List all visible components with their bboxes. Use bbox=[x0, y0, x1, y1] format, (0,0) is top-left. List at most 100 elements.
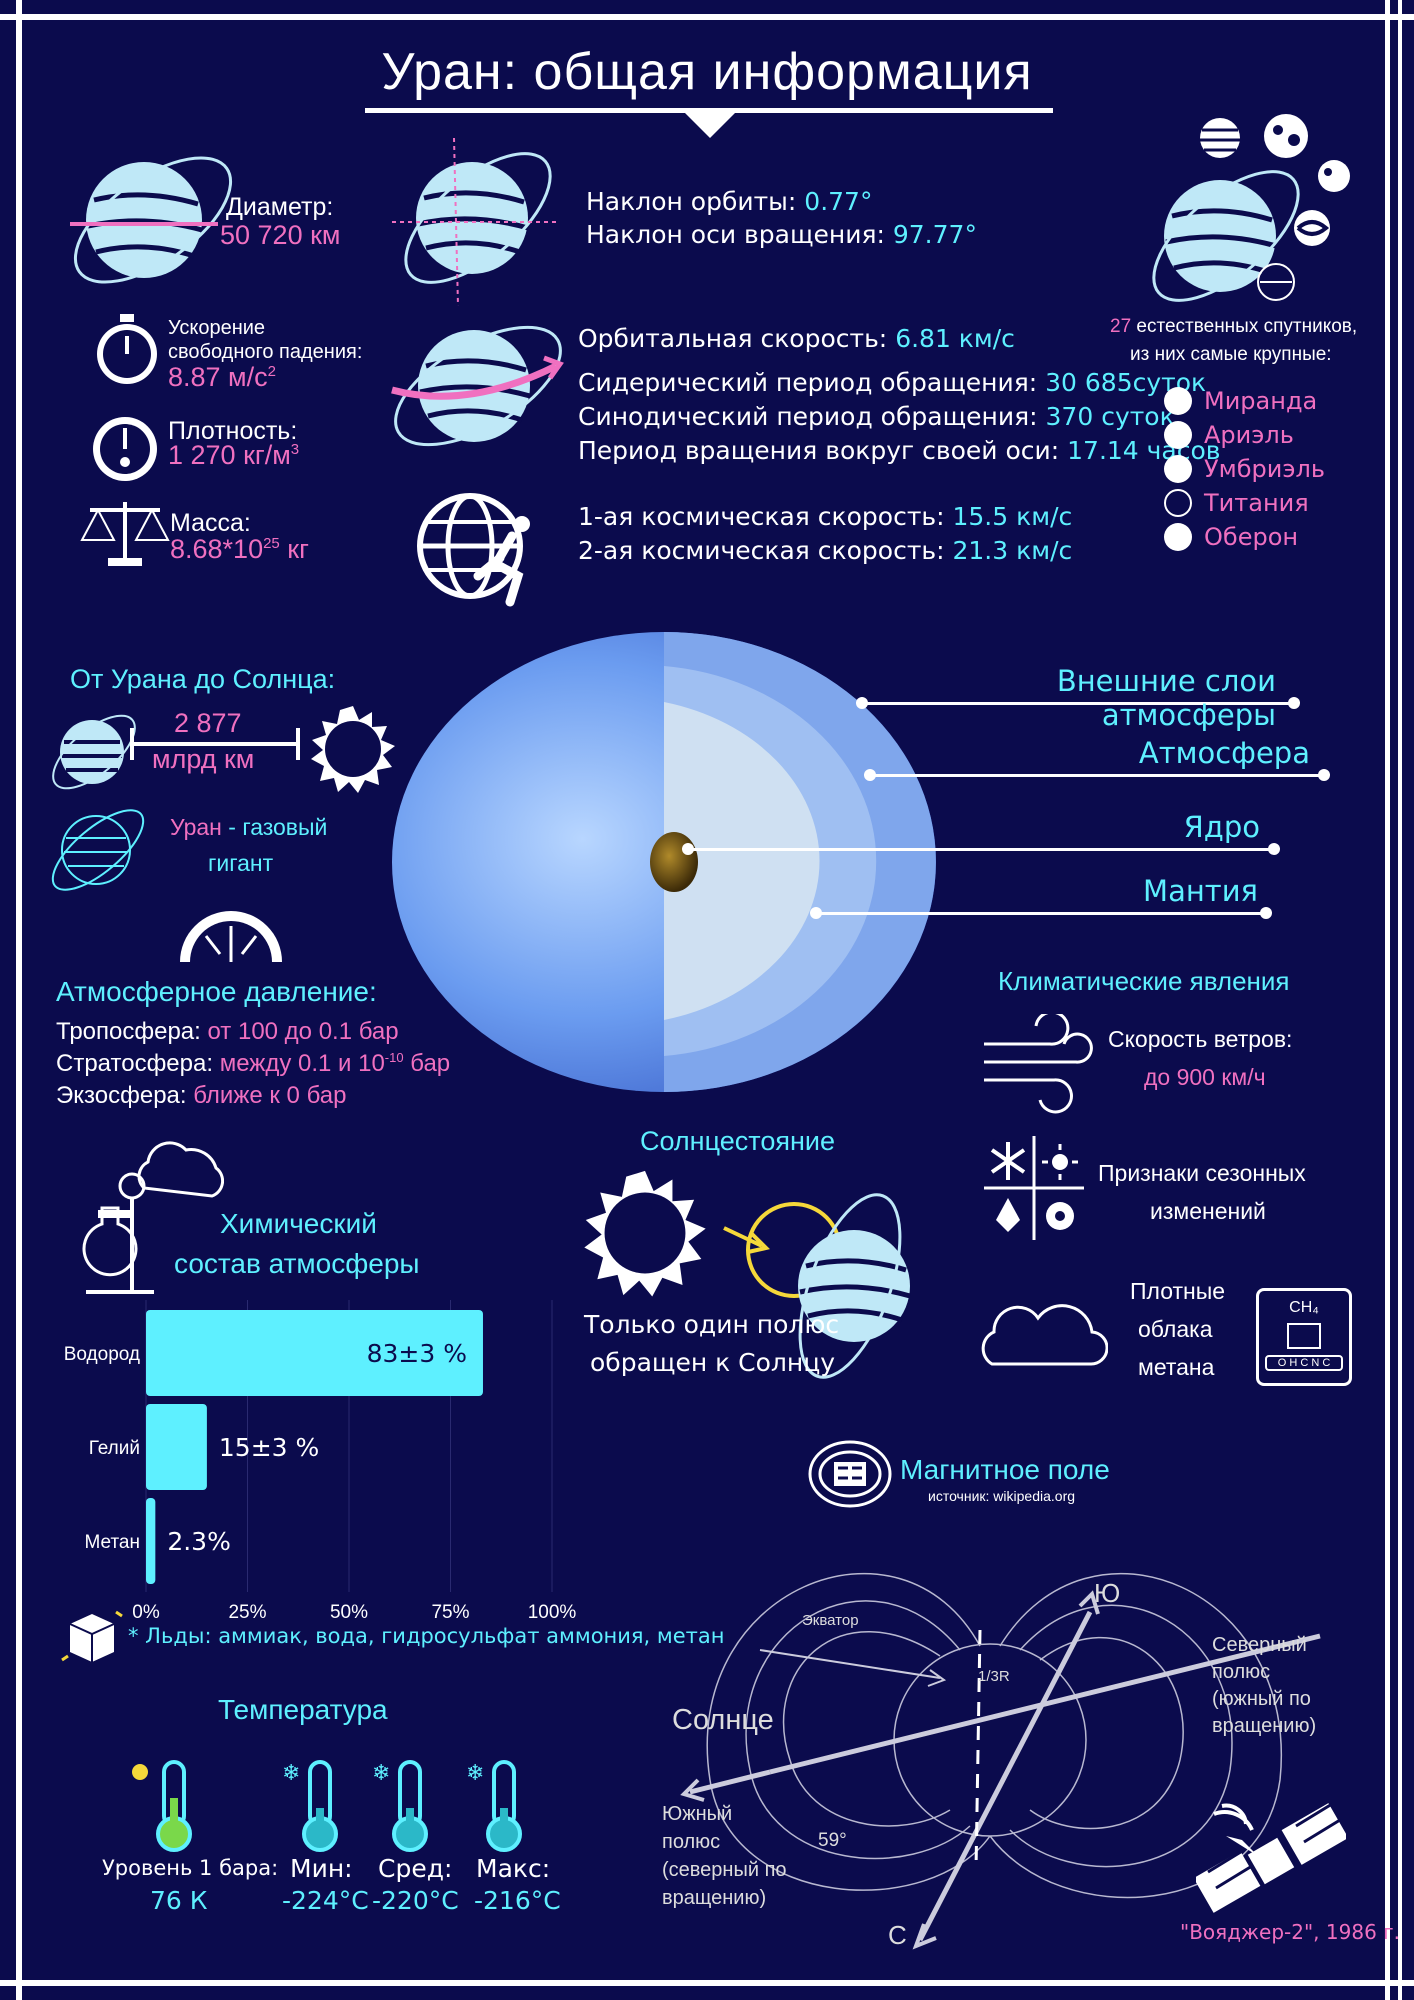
ratio-label: 1/3R bbox=[978, 1668, 1010, 1685]
solstice-planet-icon bbox=[722, 1190, 922, 1380]
magnetic-title: Магнитное поле bbox=[900, 1454, 1110, 1485]
axis-inclination-label: Наклон оси вращения: bbox=[586, 220, 893, 249]
chart-x-tick-label: 25% bbox=[228, 1602, 266, 1623]
gas-giant-name: Уран bbox=[170, 814, 222, 840]
density-exp: 3 bbox=[290, 441, 300, 458]
gas-giant-line-1: Уран - газовый bbox=[170, 814, 327, 841]
layer-label-core: Ядро bbox=[1183, 810, 1260, 844]
satellite-icon bbox=[1196, 1800, 1346, 1916]
south-pole-line-4: вращению) bbox=[662, 1887, 767, 1909]
wind-label: Скорость ветров: bbox=[1108, 1026, 1293, 1052]
stratosphere-value: между 0.1 и 10 bbox=[219, 1050, 385, 1077]
sidereal-period: Сидерический период обращения: 30 685сут… bbox=[578, 366, 1206, 400]
layer-line-outer bbox=[862, 702, 1294, 705]
clouds-text-3: метана bbox=[1138, 1354, 1215, 1380]
methane-molecule-icon bbox=[1287, 1323, 1321, 1349]
layer-label-outer: Внешние слои атмосферы bbox=[1056, 664, 1276, 732]
sun-icon-large bbox=[580, 1168, 710, 1298]
troposphere-value: от 100 до 0.1 бар bbox=[207, 1018, 399, 1045]
layer-dot-outer-a bbox=[856, 697, 868, 709]
distance-unit: млрд км bbox=[152, 744, 255, 774]
planet-tilt-icon bbox=[388, 138, 568, 308]
sun-label: Солнце bbox=[672, 1704, 774, 1736]
layer-label-mantle: Мантия bbox=[1143, 874, 1258, 908]
thermometer-avg-icon: ❄ bbox=[372, 1758, 432, 1854]
umbriel-icon bbox=[1164, 455, 1192, 483]
small-planet-icon bbox=[50, 710, 140, 796]
moon-item-oberon: Оберон bbox=[1164, 520, 1325, 554]
layer-line-mantle bbox=[816, 912, 1268, 915]
north-pole-line-1: Северный bbox=[1212, 1634, 1307, 1656]
globe-runner-icon bbox=[414, 484, 538, 608]
page-title: Уран: общая информация bbox=[381, 43, 1033, 101]
temp-min-label: Мин: bbox=[290, 1854, 353, 1883]
distance-bar-left-cap bbox=[130, 728, 134, 760]
clouds-text-2: облака bbox=[1138, 1316, 1213, 1342]
orbital-speed-value: 6.81 км/с bbox=[895, 324, 1015, 353]
exosphere-value: ближе к 0 бар bbox=[193, 1082, 347, 1109]
layer-dot-atmosphere-b bbox=[1318, 769, 1330, 781]
moon-item-ariel: Ариэль bbox=[1164, 418, 1325, 452]
rotation-period-value: 17.14 часов bbox=[1067, 436, 1221, 465]
solstice-text-1: Только один полюс bbox=[584, 1310, 840, 1339]
clouds-text-1: Плотные bbox=[1130, 1278, 1226, 1304]
ariel-icon bbox=[1164, 421, 1192, 449]
axis-inclination-value: 97.77° bbox=[892, 220, 977, 249]
chemistry-flask-icon bbox=[74, 1138, 224, 1298]
south-pole-line-1: Южный bbox=[662, 1803, 733, 1825]
density-value: 1 270 кг/м3 bbox=[168, 440, 299, 471]
moon-item-umbriel: Умбриэль bbox=[1164, 452, 1325, 486]
ice-cube-icon bbox=[60, 1608, 124, 1664]
orbit-inclination-value: 0.77° bbox=[804, 187, 873, 216]
layer-line-core bbox=[688, 848, 1276, 851]
planet-orbit-icon bbox=[388, 310, 568, 460]
chart-category-label: Метан bbox=[84, 1532, 140, 1553]
pressure-row-exosphere: Экзосфера: ближе к 0 бар bbox=[56, 1082, 346, 1110]
orbital-speed: Орбитальная скорость: 6.81 км/с bbox=[578, 322, 1015, 356]
gas-giant-text: - газовый bbox=[221, 814, 328, 840]
frame-right-1 bbox=[1385, 0, 1390, 2000]
gas-giant-line-2: гигант bbox=[208, 850, 274, 876]
orbital-speed-label: Орбитальная скорость: bbox=[578, 324, 896, 353]
moons-count: 27 bbox=[1110, 316, 1132, 337]
temp-avg-value: -220°C bbox=[372, 1886, 459, 1915]
gas-giant-icon bbox=[48, 800, 148, 900]
temp-min-value: -224°C bbox=[282, 1886, 369, 1915]
frame-right-2 bbox=[1398, 0, 1402, 2000]
mass-label: Масса: bbox=[170, 509, 251, 537]
voyager-label: "Вояджер-2", 1986 г. bbox=[1180, 1920, 1401, 1944]
thermometer-min-icon: ❄ bbox=[282, 1758, 342, 1854]
chart-x-tick-label: 50% bbox=[330, 1602, 368, 1623]
moon-name-miranda: Миранда bbox=[1204, 387, 1318, 415]
moons-text-2: из них самые крупные: bbox=[1130, 344, 1332, 365]
mass-unit: кг bbox=[279, 534, 309, 564]
sidereal-period-label: Сидерический период обращения: bbox=[578, 368, 1046, 397]
distance-value: 2 877 bbox=[174, 708, 242, 738]
orbit-inclination: Наклон орбиты: 0.77° bbox=[586, 185, 872, 219]
chart-category-label: Водород bbox=[64, 1344, 140, 1365]
magnet-field-icon bbox=[808, 1438, 892, 1510]
sun-icon-small bbox=[308, 704, 398, 794]
moons-text-1: естественных спутников, bbox=[1131, 316, 1358, 337]
mass-value: 8.68*1025 кг bbox=[170, 534, 309, 565]
density-label: Плотность: bbox=[168, 417, 298, 445]
moon-item-miranda: Миранда bbox=[1164, 384, 1325, 418]
seasons-icon bbox=[984, 1136, 1084, 1240]
climate-title: Климатические явления bbox=[998, 966, 1290, 996]
title-pointer bbox=[684, 112, 736, 138]
south-letter: Ю bbox=[1094, 1578, 1121, 1608]
stratosphere-exp: -10 bbox=[384, 1050, 404, 1065]
methane-formula-bottom: O H C N C bbox=[1265, 1355, 1343, 1371]
uranus-cutaway-image bbox=[390, 626, 950, 1101]
chart-bar bbox=[146, 1310, 483, 1396]
temp-avg-label: Сред: bbox=[378, 1854, 453, 1883]
gravity-label-1: Ускорение bbox=[168, 317, 266, 339]
gauge-icon bbox=[90, 414, 160, 484]
chart-category-label: Гелий bbox=[89, 1438, 140, 1459]
scales-icon bbox=[80, 496, 170, 570]
first-cosmic-speed: 1-ая космическая скорость: 15.5 км/с bbox=[578, 500, 1072, 534]
svg-text:❄: ❄ bbox=[282, 1761, 300, 1786]
distance-bar bbox=[132, 742, 300, 746]
first-cosmic-speed-value: 15.5 км/с bbox=[952, 502, 1073, 531]
first-cosmic-speed-label: 1-ая космическая скорость: bbox=[578, 502, 953, 531]
